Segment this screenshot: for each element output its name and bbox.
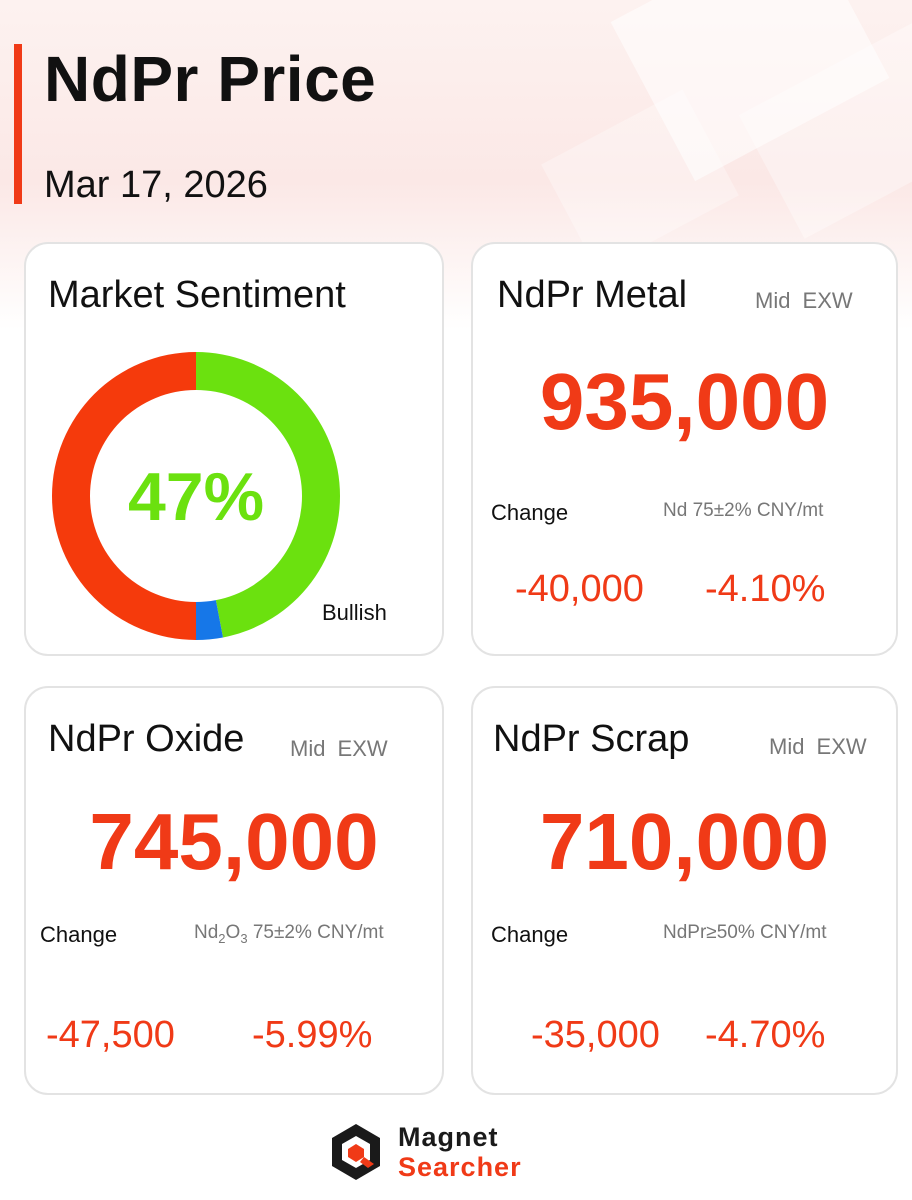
scrap-change-abs: -35,000 bbox=[531, 1014, 660, 1056]
metal-change-abs: -40,000 bbox=[515, 568, 644, 610]
page-date: Mar 17, 2026 bbox=[44, 164, 268, 206]
scrap-tag: Mid EXW bbox=[769, 734, 867, 759]
metal-change-label: Change bbox=[491, 500, 569, 525]
donut-segment-neutral bbox=[196, 600, 223, 640]
oxide-formula-sub1: 2 bbox=[218, 930, 226, 946]
metal-title: NdPr Metal bbox=[497, 274, 688, 316]
bullish-label: Bullish bbox=[322, 600, 387, 625]
oxide-change-pct: -5.99% bbox=[252, 1014, 373, 1056]
sentiment-donut bbox=[52, 352, 341, 640]
sentiment-percent: 47% bbox=[127, 459, 265, 535]
scrap-change-pct: -4.70% bbox=[705, 1014, 826, 1056]
donut-segment-bearish bbox=[52, 352, 196, 640]
metal-card: NdPr Metal Mid EXW 935,000 Change Nd 75±… bbox=[471, 242, 898, 656]
scrap-spec: NdPr≥50% CNY/mt bbox=[663, 922, 827, 943]
magnet-searcher-logo-icon bbox=[332, 1124, 380, 1180]
oxide-tag: Mid EXW bbox=[290, 736, 388, 761]
metal-spec: Nd 75±2% CNY/mt bbox=[663, 500, 824, 521]
oxide-price: 745,000 bbox=[89, 797, 379, 886]
oxide-spec: Nd2O3 75±2% CNY/mt bbox=[194, 922, 384, 946]
title-accent-bar bbox=[14, 44, 22, 204]
scrap-title: NdPr Scrap bbox=[493, 718, 690, 760]
page-title: NdPr Price bbox=[44, 43, 377, 115]
metal-price: 935,000 bbox=[539, 357, 830, 446]
oxide-spec-rest: 75±2% CNY/mt bbox=[252, 922, 384, 943]
scrap-card: NdPr Scrap Mid EXW 710,000 Change NdPr≥5… bbox=[471, 686, 898, 1095]
oxide-formula-nd: Nd bbox=[194, 922, 219, 943]
oxide-change-label: Change bbox=[40, 922, 118, 947]
oxide-formula-o: O bbox=[225, 922, 241, 943]
metal-change-pct: -4.10% bbox=[705, 568, 826, 610]
oxide-formula-sub2: 3 bbox=[240, 930, 248, 946]
scrap-price: 710,000 bbox=[539, 797, 830, 886]
logo-text-magnet: Magnet bbox=[398, 1122, 499, 1152]
donut-segment-bullish bbox=[196, 352, 341, 638]
sentiment-title: Market Sentiment bbox=[48, 274, 346, 316]
oxide-card: NdPr Oxide Mid EXW 745,000 Change Nd2O3 … bbox=[24, 686, 444, 1095]
oxide-change-abs: -47,500 bbox=[46, 1014, 175, 1056]
metal-tag: Mid EXW bbox=[755, 288, 853, 313]
oxide-title: NdPr Oxide bbox=[48, 718, 245, 760]
logo-text-searcher: Searcher bbox=[398, 1152, 522, 1182]
sentiment-card: Market Sentiment 47% Bullish bbox=[24, 242, 444, 656]
magnet-searcher-logo: Magnet Searcher bbox=[328, 1122, 568, 1186]
scrap-change-label: Change bbox=[491, 922, 569, 947]
